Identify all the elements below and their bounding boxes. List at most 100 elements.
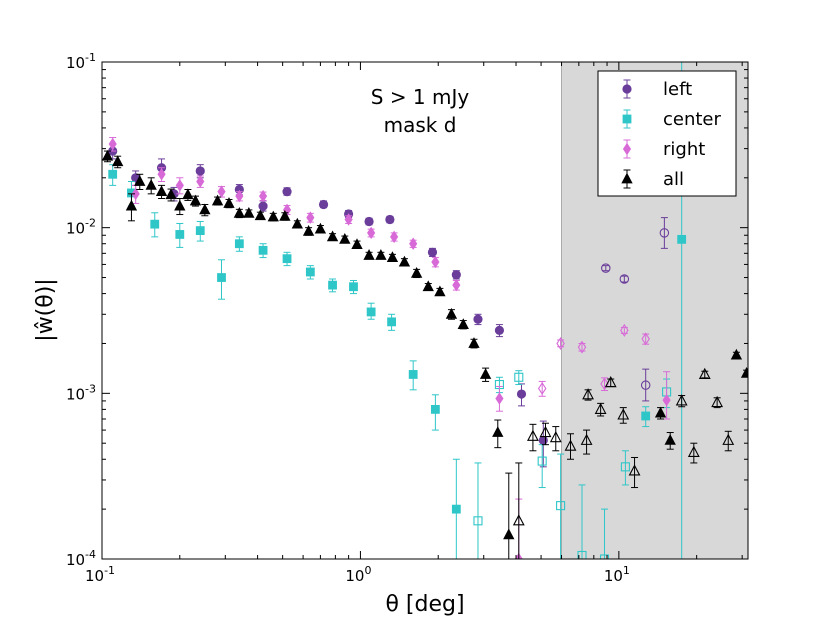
data-point-all	[594, 402, 607, 414]
data-point-right	[235, 189, 244, 203]
data-point-center	[408, 370, 418, 379]
data-point-all	[351, 238, 363, 250]
data-point-all	[457, 318, 469, 329]
data-point-center	[556, 501, 566, 511]
data-point-right	[175, 179, 184, 192]
data-point-all	[134, 175, 146, 186]
data-point-all	[199, 203, 211, 215]
data-point-all	[654, 406, 667, 418]
data-point-right	[431, 255, 440, 269]
data-point-left	[659, 228, 670, 238]
data-point-all	[468, 337, 480, 348]
data-point-left	[619, 274, 630, 284]
data-point-left	[538, 435, 548, 445]
data-point-center	[599, 554, 610, 559]
data-point-all	[165, 188, 177, 200]
data-point-right	[306, 211, 315, 224]
data-point-all	[314, 222, 327, 234]
data-point-all	[527, 429, 539, 441]
data-point-center	[473, 516, 483, 526]
data-point-all	[112, 155, 124, 167]
data-point-all	[363, 249, 375, 260]
legend-box	[597, 70, 737, 197]
data-point-center	[537, 456, 547, 466]
data-point-all	[174, 199, 186, 211]
data-point-left	[494, 325, 505, 335]
data-point-all	[422, 280, 434, 292]
data-point-all	[279, 210, 291, 221]
data-point-all	[223, 197, 235, 208]
data-point-center	[282, 254, 292, 264]
annotation-line-2: mask d	[384, 113, 457, 137]
data-point-center	[328, 280, 337, 290]
data-point-center	[387, 317, 396, 327]
data-point-all	[549, 430, 562, 443]
data-points	[102, 62, 748, 559]
data-point-right	[196, 175, 205, 188]
data-point-center	[150, 219, 160, 229]
legend-marker-right	[622, 142, 632, 156]
data-point-right	[131, 187, 140, 201]
data-point-center	[677, 234, 687, 244]
data-point-center	[577, 550, 587, 559]
data-point-all	[233, 207, 246, 218]
data-point-left	[318, 199, 329, 210]
data-point-all	[604, 375, 617, 388]
data-point-right	[409, 237, 418, 250]
data-point-all	[398, 255, 411, 267]
data-point-left	[258, 201, 268, 211]
data-point-center	[217, 273, 226, 282]
x-tick-label: 100	[345, 564, 371, 585]
annotation-line-1: S > 1 mJy	[371, 85, 470, 109]
data-point-all	[492, 426, 504, 437]
x-tick-label: 10-1	[85, 564, 115, 585]
data-point-all	[564, 439, 577, 451]
data-point-right	[662, 393, 671, 407]
data-point-all	[687, 445, 700, 457]
data-point-all	[503, 528, 515, 540]
data-point-center	[349, 282, 358, 292]
legend-marker-all	[621, 172, 633, 184]
legend-label-center: center	[663, 109, 722, 130]
data-point-right	[556, 336, 565, 350]
data-point-all	[445, 307, 458, 319]
data-point-left	[427, 247, 438, 257]
data-point-all	[582, 388, 594, 400]
data-point-all	[628, 464, 641, 476]
data-point-all	[675, 394, 688, 406]
legend: left center right all	[597, 70, 737, 197]
data-point-center	[195, 226, 205, 236]
data-point-center	[451, 504, 461, 514]
data-point-all	[539, 425, 552, 438]
plot-frame	[101, 61, 749, 560]
data-point-right	[157, 168, 166, 181]
data-point-left	[601, 263, 611, 273]
data-point-all	[291, 217, 304, 229]
legend-markers	[621, 79, 633, 189]
data-point-left	[473, 314, 483, 324]
data-point-right	[641, 332, 650, 346]
legend-label-all: all	[663, 169, 684, 190]
y-tick-label: 10-3	[66, 382, 96, 403]
data-point-right	[217, 185, 226, 198]
data-point-right	[452, 278, 461, 292]
data-point-left	[451, 270, 461, 280]
data-point-all	[512, 514, 525, 526]
x-axis-label: θ [deg]	[385, 592, 464, 617]
data-point-all	[617, 408, 630, 420]
series-right	[108, 137, 671, 559]
data-point-all	[479, 368, 492, 379]
data-point-right	[495, 392, 504, 405]
data-point-right	[108, 137, 117, 151]
data-point-right	[620, 323, 629, 337]
data-point-right	[577, 340, 587, 354]
y-tick-label: 10-2	[66, 217, 96, 238]
data-point-all	[698, 367, 711, 380]
data-point-right	[537, 381, 547, 395]
data-point-all	[125, 199, 138, 211]
legend-marker-left	[622, 84, 632, 94]
data-point-all	[711, 395, 724, 408]
data-point-left	[282, 187, 292, 197]
data-point-all	[145, 179, 157, 190]
